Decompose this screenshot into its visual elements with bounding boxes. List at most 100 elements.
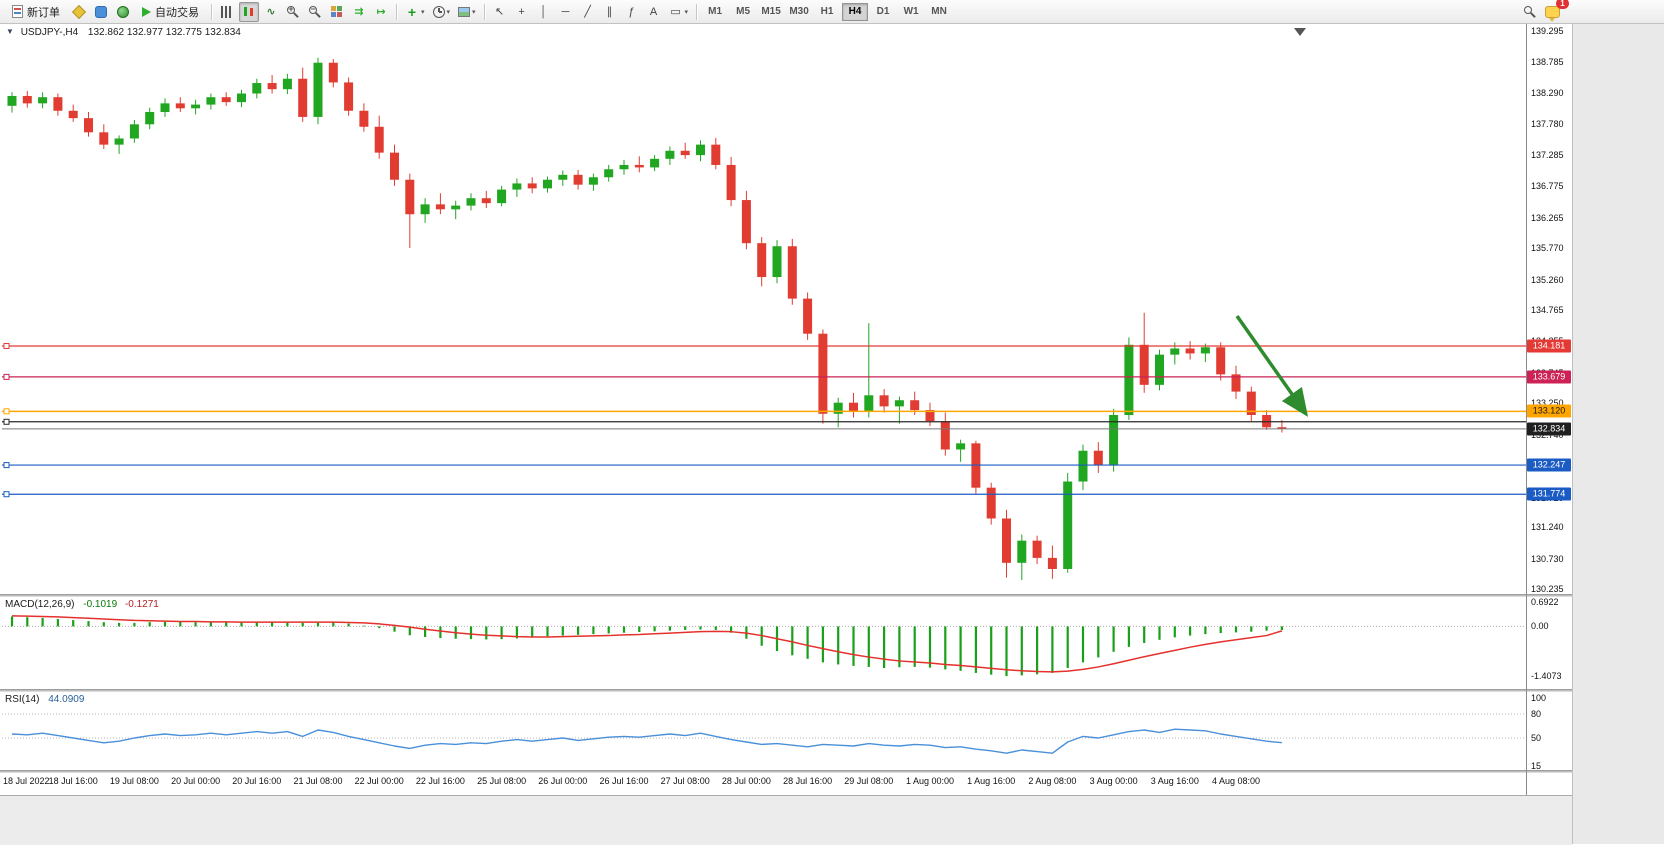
time-axis-label: 25 Jul 08:00 [477, 776, 527, 786]
timeframe-m15-button[interactable]: M15 [761, 6, 781, 17]
fibonacci-button[interactable]: ƒ [622, 2, 642, 22]
shapes-button[interactable]: ▭ ▾ [666, 2, 692, 22]
toolbar: 新订单 自动交易 ∿ + − ⇉ ↦ + ▾ ▾ ▾ ↖ + │ ─ ╱ ∥ ƒ A ▭ ▾ M1 M5 M15 M30 H1 H4… [0, 0, 1664, 24]
chat-button[interactable]: 1 [1542, 0, 1569, 22]
candle [634, 164, 644, 168]
autotrading-button-label: 自动交易 [155, 6, 199, 19]
price-axis-label: 137.285 [1531, 149, 1564, 160]
time-axis-label: 18 Jul 16:00 [48, 776, 98, 786]
trend-arrow-annotation[interactable] [1235, 314, 1309, 417]
line-handle[interactable] [3, 491, 10, 498]
periods-button[interactable]: ▾ [430, 2, 454, 22]
zoom-in-button[interactable]: + [283, 2, 303, 22]
one-click-trading-icon[interactable] [6, 27, 14, 36]
candle [221, 97, 231, 103]
price-axis-label: 131.240 [1531, 522, 1564, 533]
toolbar-separator [696, 3, 698, 20]
time-axis-label: 1 Aug 00:00 [905, 776, 955, 786]
candle [1093, 450, 1103, 466]
macd-label: MACD(12,26,9) [5, 599, 75, 610]
timeframe-m5-button[interactable]: M5 [736, 6, 751, 17]
time-axis-label: 20 Jul 00:00 [171, 776, 221, 786]
panel-separator[interactable] [0, 770, 1572, 773]
chart-shift-button[interactable]: ↦ [371, 2, 391, 22]
text-button[interactable]: A [644, 2, 664, 22]
trendline-button[interactable]: ╱ [578, 2, 598, 22]
time-axis-label: 22 Jul 00:00 [354, 776, 404, 786]
text-icon: A [649, 5, 658, 18]
time-axis-label: 26 Jul 16:00 [599, 776, 649, 786]
candlestick-chart-button[interactable] [239, 1, 259, 22]
candle [558, 174, 568, 180]
time-axis-label: 2 Aug 08:00 [1028, 776, 1077, 786]
timeframe-h1-button[interactable]: H1 [820, 6, 834, 17]
line-chart-button[interactable]: ∿ [261, 2, 281, 22]
macd-signal-value: -0.1271 [124, 599, 159, 610]
candle [1200, 347, 1210, 354]
bars-icon [221, 5, 233, 18]
candle [359, 110, 369, 127]
time-axis-label: 28 Jul 00:00 [721, 776, 771, 786]
autoscroll-icon: ⇉ [354, 5, 364, 18]
bid-price-tag: 132.834 [1527, 422, 1571, 436]
panel-separator[interactable] [0, 689, 1572, 692]
panel-separator[interactable] [0, 594, 1572, 597]
chart-shift-marker-icon[interactable] [1294, 28, 1306, 36]
metaeditor-button[interactable] [69, 2, 89, 22]
time-axis-label: 3 Aug 16:00 [1150, 776, 1199, 786]
line-handle[interactable] [3, 418, 10, 425]
zoom-out-button[interactable]: − [305, 2, 325, 22]
candle [711, 144, 721, 165]
candle [313, 62, 323, 117]
indicators-button[interactable]: + ▾ [402, 2, 428, 22]
timeframe-m30-button[interactable]: M30 [789, 6, 809, 17]
time-axis-label: 29 Jul 08:00 [844, 776, 894, 786]
line-handle[interactable] [3, 408, 10, 415]
community-button[interactable] [113, 2, 133, 22]
timeframe-h4-button[interactable]: H4 [842, 2, 869, 21]
templates-button[interactable]: ▾ [455, 2, 479, 22]
candle [726, 164, 736, 201]
new-order-button[interactable]: 新订单 [5, 2, 67, 22]
autotrading-button[interactable]: 自动交易 [135, 2, 206, 22]
price-tag: 133.120 [1527, 404, 1571, 418]
candle [252, 83, 262, 94]
auto-scroll-button[interactable]: ⇉ [349, 2, 369, 22]
horizontal-line-button[interactable]: ─ [556, 2, 576, 22]
candle [665, 150, 675, 159]
line-handle[interactable] [3, 373, 10, 380]
time-axis-label: 28 Jul 16:00 [783, 776, 833, 786]
candle [864, 395, 874, 412]
shift-icon: ↦ [376, 5, 386, 18]
tile-windows-button[interactable] [327, 2, 347, 22]
timeframe-d1-button[interactable]: D1 [876, 6, 890, 17]
timeframe-m1-button[interactable]: M1 [708, 6, 723, 17]
search-button[interactable] [1520, 2, 1540, 22]
timeframe-mn-button[interactable]: MN [931, 6, 947, 17]
timeframe-w1-button[interactable]: W1 [903, 6, 919, 17]
cursor-button[interactable]: ↖ [490, 2, 510, 22]
candle [1047, 557, 1057, 569]
rsi-axis-label: 100 [1531, 693, 1547, 703]
candle [772, 246, 782, 278]
price-lines-group[interactable] [2, 342, 1526, 498]
candle [497, 189, 507, 204]
market-button[interactable] [91, 2, 111, 22]
channel-button[interactable]: ∥ [600, 2, 620, 22]
candle [527, 183, 537, 189]
candle [481, 198, 491, 204]
line-handle[interactable] [3, 342, 10, 349]
candle [1246, 391, 1256, 416]
line-handle[interactable] [3, 462, 10, 469]
price-tag: 134.181 [1527, 339, 1571, 353]
candles-icon [242, 5, 256, 18]
minus-sign-icon: − [310, 3, 316, 14]
candles-group [7, 57, 1287, 581]
bar-chart-button[interactable] [217, 2, 237, 22]
rsi-axis-label: 15 [1531, 761, 1542, 771]
candle [451, 205, 461, 210]
crosshair-button[interactable]: + [512, 2, 532, 22]
candle [435, 204, 445, 210]
vertical-line-button[interactable]: │ [534, 2, 554, 22]
